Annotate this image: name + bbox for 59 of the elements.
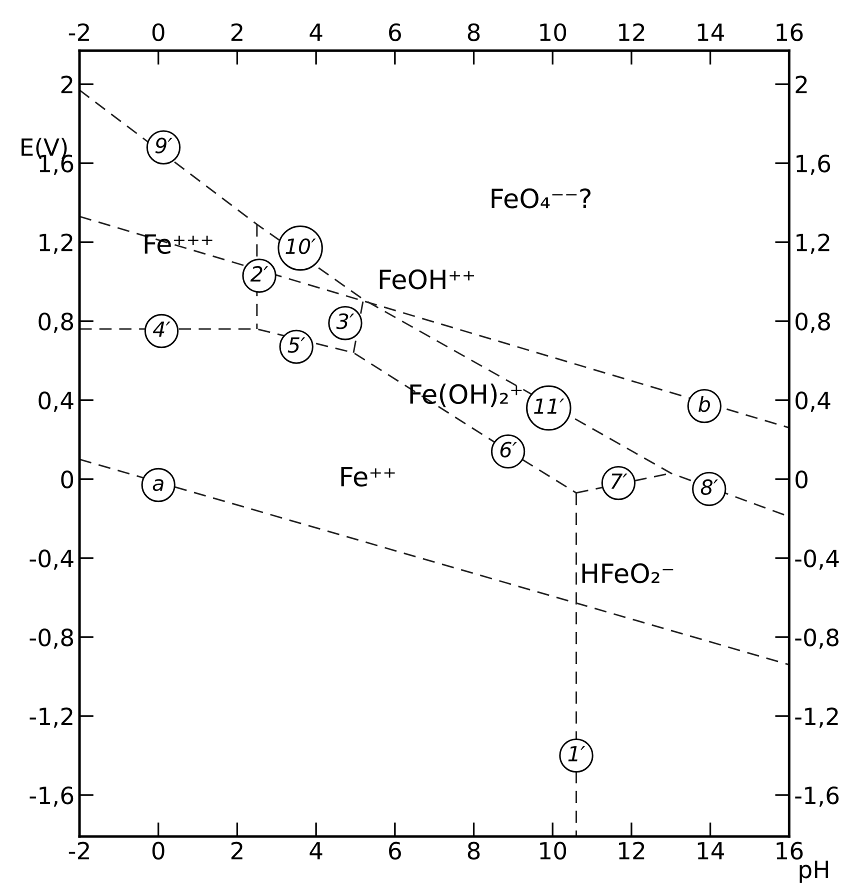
x2-tick-label: 14 [698, 24, 724, 41]
x-tick-label: 2 [231, 842, 242, 860]
x2-tick-label: 0 [152, 23, 164, 42]
x-tick-label: 6 [389, 842, 401, 860]
y2-tick-label: -1,6 [795, 786, 839, 807]
annotation: 11′ [534, 398, 564, 414]
x-tick-label: -2 [68, 842, 89, 860]
y-tick-label: 2 [61, 76, 72, 94]
x-tick-label: 10 [540, 842, 566, 860]
x-tick-label: 14 [698, 842, 724, 860]
y-tick-label: -0,8 [30, 628, 74, 649]
x-tick-label: 0 [152, 842, 164, 860]
x-tick-label: 8 [468, 842, 480, 860]
y-tick-label: 0 [61, 470, 74, 488]
y-tick-label: -1,6 [30, 786, 74, 807]
x2-tick-label: 8 [468, 23, 480, 42]
x2-tick-label: 16 [776, 23, 803, 42]
annotation: Fe(OH)₂⁺ [410, 384, 522, 408]
y-tick-label: 0,8 [38, 312, 74, 333]
annotation: FeOH⁺⁺ [380, 269, 474, 290]
annotation: Fe⁺⁺ [341, 466, 395, 487]
y-tick-label: -0,4 [30, 550, 74, 570]
annotation: 3′ [336, 313, 354, 330]
x2-tick-label: 4 [310, 24, 322, 41]
annotation: 10′ [286, 238, 316, 254]
annotation: 9′ [155, 138, 172, 154]
annotation: a [152, 479, 164, 492]
y2-tick-label: -1,2 [795, 707, 838, 728]
x-tick-label: 16 [776, 842, 803, 860]
annotation: Fe⁺⁺⁺ [144, 234, 212, 254]
x2-tick-label: 12 [619, 23, 644, 41]
y-tick-label: 1,2 [40, 234, 72, 254]
annotation: 5′ [288, 337, 306, 353]
annotation: 1′ [568, 746, 586, 762]
y2-tick-label: -0,8 [795, 628, 838, 649]
y2-tick-label: 0,4 [796, 392, 830, 412]
annotation: b [698, 396, 710, 412]
y2-tick-label: 1,2 [796, 234, 830, 254]
y2-tick-label: 0,8 [796, 312, 830, 333]
annotation: 7′ [611, 474, 628, 489]
x2-tick-label: 6 [389, 23, 401, 42]
y2-tick-label: 1,6 [796, 154, 830, 175]
annotation: FeO₄⁻⁻? [492, 188, 591, 208]
annotation: HFeO₂⁻ [582, 563, 674, 584]
annotation: 6′ [500, 442, 517, 458]
x2-tick-label: 10 [540, 23, 566, 42]
annotation: 8′ [700, 479, 718, 496]
x-tick-label: 12 [619, 842, 644, 860]
x2-tick-label: 2 [231, 23, 242, 41]
x-axis-title: pH [800, 860, 828, 883]
y-tick-label: -1,2 [30, 707, 72, 728]
y-tick-label: 0,4 [38, 392, 74, 412]
y2-tick-label: -0,4 [795, 550, 839, 570]
x-tick-label: 4 [310, 842, 322, 860]
y2-tick-label: 2 [796, 76, 807, 94]
x2-tick-label: -2 [68, 23, 89, 41]
annotation: 2′ [250, 266, 268, 282]
y2-tick-label: 0 [796, 470, 808, 488]
annotation: 4′ [152, 322, 170, 337]
